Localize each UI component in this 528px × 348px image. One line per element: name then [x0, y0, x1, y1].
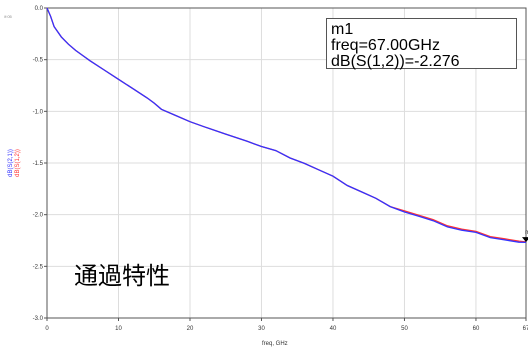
marker-readout-box[interactable]: m1 freq=67.00GHz dB(S(1,2))=-2.276 — [326, 18, 517, 70]
corner-tick-label: /f:05 — [4, 14, 12, 19]
y-tick-label: -0.5 — [33, 58, 44, 64]
x-tick-label: 0 — [45, 326, 49, 332]
x-tick-label: 50 — [401, 326, 408, 332]
y-tick-label: -2.0 — [33, 213, 44, 219]
y-axis-label-s12: dB(S(1,2)) — [15, 149, 21, 177]
x-tick-label: 67 — [523, 326, 528, 332]
y-tick-label: -3.0 — [33, 316, 44, 322]
y-axis-label-s21: dB(S(2,1)) — [8, 149, 14, 177]
x-axis-label: freq, GHz — [262, 341, 288, 347]
y-tick-label: -1.5 — [33, 161, 44, 167]
x-tick-label: 40 — [330, 326, 337, 332]
x-tick-label: 30 — [258, 326, 265, 332]
plot-frame — [46, 7, 527, 319]
y-tick-label: -1.0 — [33, 109, 44, 115]
marker-triangle — [522, 237, 528, 243]
x-tick-label: 20 — [187, 326, 194, 332]
marker-freq: freq=67.00GHz — [331, 37, 440, 54]
marker-value: dB(S(1,2))=-2.276 — [331, 53, 460, 70]
x-tick-label: 10 — [115, 326, 122, 332]
caption-annotation: 通過特性 — [74, 262, 170, 290]
y-tick-label: -2.5 — [33, 264, 44, 270]
x-tick-label: 60 — [473, 326, 480, 332]
marker-name: m1 — [331, 21, 354, 38]
series-line-s21 — [46, 7, 527, 244]
y-tick-label: 0.0 — [35, 6, 44, 12]
marker-point-label: m — [525, 230, 528, 236]
